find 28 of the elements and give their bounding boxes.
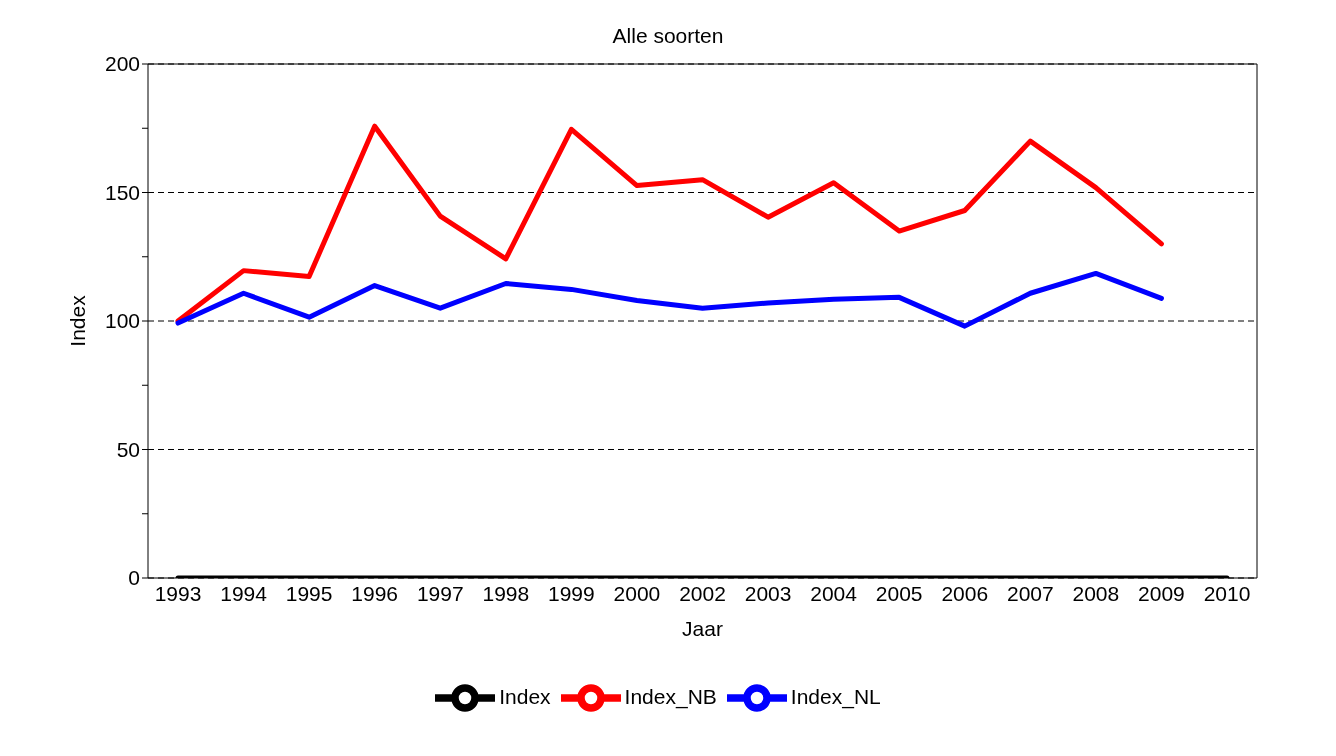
legend-label: Index_NB — [624, 684, 717, 708]
x-tick-label: 2004 — [810, 581, 858, 605]
legend-label: Index_NL — [790, 684, 881, 708]
x-tick-label: 1997 — [416, 581, 464, 605]
x-axis-title: Jaar — [682, 617, 723, 640]
y-axis-title: Index — [66, 294, 90, 347]
x-tick-label: 1995 — [285, 581, 333, 605]
x-tick-label: 1996 — [351, 581, 399, 605]
x-tick-label: 2005 — [875, 581, 923, 605]
x-tick-label: 2007 — [1006, 581, 1054, 605]
x-tick-label: 1998 — [482, 581, 530, 605]
y-tick-label: 50 — [116, 437, 140, 461]
x-tick-label: 2006 — [941, 581, 989, 605]
chart-title: Alle soorten — [611, 24, 725, 48]
x-tick-label: 1999 — [548, 581, 595, 605]
x-tick-label: 1994 — [220, 581, 268, 605]
x-tick-label: 1993 — [154, 581, 202, 605]
legend-label: Index — [499, 684, 551, 708]
y-tick-label: 0 — [128, 566, 140, 590]
x-tick-label: 2008 — [1072, 581, 1120, 605]
y-tick-label: 100 — [104, 309, 140, 333]
y-tick-label: 150 — [104, 180, 140, 204]
x-tick-label: 2003 — [744, 581, 792, 605]
x-tick-label: 2009 — [1138, 581, 1185, 605]
x-tick-label: 2002 — [679, 581, 726, 605]
x-tick-label: 2010 — [1203, 581, 1251, 605]
x-tick-label: 2000 — [613, 581, 661, 605]
y-tick-label: 200 — [104, 52, 140, 76]
